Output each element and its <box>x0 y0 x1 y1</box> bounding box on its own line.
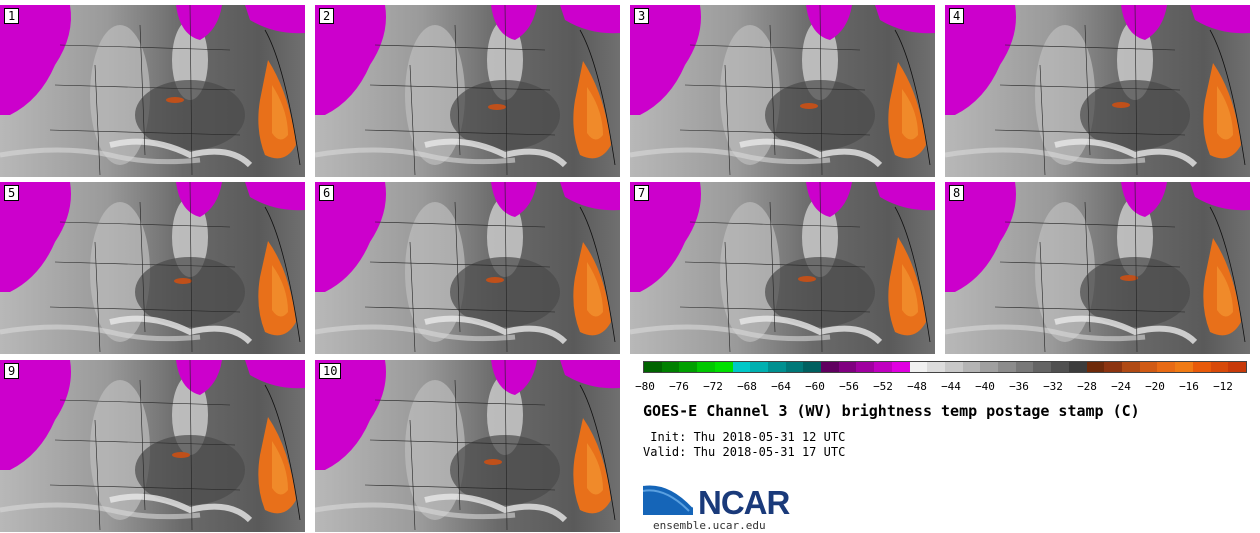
colorbar-swatch <box>944 362 963 372</box>
map-panel: 8 <box>945 182 1250 354</box>
colorbar-swatch <box>1157 362 1176 372</box>
wv-map <box>0 5 305 177</box>
colorbar-swatch <box>998 362 1016 372</box>
colorbar-tick-label: −20 <box>1145 380 1165 393</box>
map-panel: 6 <box>315 182 620 354</box>
colorbar-tick-label: −64 <box>771 380 791 393</box>
colorbar-swatch <box>838 362 857 372</box>
colorbar-swatch <box>927 362 945 372</box>
colorbar-swatch <box>1228 362 1246 372</box>
colorbar-tick-label: −76 <box>669 380 689 393</box>
panel-number: 5 <box>4 185 20 201</box>
colorbar-swatch <box>874 362 892 372</box>
colorbar-swatch <box>1104 362 1122 372</box>
colorbar-tick-label: −28 <box>1077 380 1097 393</box>
colorbar-swatch <box>1210 362 1229 372</box>
wv-map <box>0 360 305 532</box>
wv-map <box>630 5 935 177</box>
wv-map <box>945 182 1250 354</box>
wv-map <box>945 5 1250 177</box>
map-panel: 3 <box>630 5 935 177</box>
colorbar-swatch <box>1192 362 1211 372</box>
colorbar-tick-label: −32 <box>1043 380 1063 393</box>
colorbar-tick-label: −52 <box>873 380 893 393</box>
colorbar-swatch <box>750 362 768 372</box>
wv-map <box>315 360 620 532</box>
colorbar-swatch <box>1051 362 1069 372</box>
colorbar-swatch <box>679 362 698 372</box>
colorbar-swatch <box>1086 362 1105 372</box>
colorbar-swatch <box>1175 362 1193 372</box>
wv-map <box>0 182 305 354</box>
colorbar <box>643 361 1247 373</box>
colorbar-tick-label: −44 <box>941 380 961 393</box>
colorbar-swatch <box>644 362 662 372</box>
map-panel: 7 <box>630 182 935 354</box>
colorbar-swatch <box>785 362 804 372</box>
wv-map <box>315 182 620 354</box>
map-panel: 5 <box>0 182 305 354</box>
colorbar-tick-label: −36 <box>1009 380 1029 393</box>
panel-number: 1 <box>4 8 20 24</box>
wv-map <box>315 5 620 177</box>
map-panel: 10 <box>315 360 620 532</box>
colorbar-tick-label: −24 <box>1111 380 1131 393</box>
colorbar-tick-label: −60 <box>805 380 825 393</box>
map-panel: 4 <box>945 5 1250 177</box>
colorbar-swatch <box>1015 362 1034 372</box>
panel-number: 3 <box>634 8 650 24</box>
colorbar-swatch <box>891 362 910 372</box>
map-panel: 9 <box>0 360 305 532</box>
colorbar-tick-label: −68 <box>737 380 757 393</box>
map-panel: 2 <box>315 5 620 177</box>
colorbar-tick-label: −12 <box>1213 380 1233 393</box>
colorbar-swatch <box>962 362 981 372</box>
colorbar-swatch <box>909 362 928 372</box>
panel-number: 6 <box>319 185 335 201</box>
colorbar-tick-label: −16 <box>1179 380 1199 393</box>
colorbar-tick-label: −56 <box>839 380 859 393</box>
colorbar-swatch <box>803 362 822 372</box>
colorbar-swatch <box>1033 362 1052 372</box>
colorbar-tick-label: −48 <box>907 380 927 393</box>
colorbar-swatch <box>1121 362 1140 372</box>
colorbar-swatch <box>697 362 715 372</box>
panel-number: 9 <box>4 363 20 379</box>
panel-number: 10 <box>319 363 342 379</box>
wv-map <box>630 182 935 354</box>
init-time: Init: Thu 2018-05-31 12 UTC <box>643 430 846 444</box>
panel-number: 4 <box>949 8 965 24</box>
colorbar-swatch <box>714 362 733 372</box>
panel-number: 7 <box>634 185 650 201</box>
colorbar-swatch <box>661 362 680 372</box>
colorbar-swatch <box>1068 362 1087 372</box>
colorbar-tick-label: −80 <box>635 380 655 393</box>
colorbar-swatch <box>1139 362 1158 372</box>
valid-time: Valid: Thu 2018-05-31 17 UTC <box>643 445 846 459</box>
map-panel: 1 <box>0 5 305 177</box>
colorbar-swatch <box>856 362 875 372</box>
panel-number: 2 <box>319 8 335 24</box>
panel-number: 8 <box>949 185 965 201</box>
figure-title: GOES-E Channel 3 (WV) brightness temp po… <box>643 402 1140 420</box>
colorbar-swatch <box>767 362 786 372</box>
colorbar-swatch <box>980 362 999 372</box>
colorbar-tick-label: −72 <box>703 380 723 393</box>
colorbar-swatch <box>732 362 751 372</box>
colorbar-tick-label: −40 <box>975 380 995 393</box>
colorbar-swatch <box>821 362 839 372</box>
ncar-logo-text: NCAR <box>698 484 790 521</box>
site-url: ensemble.ucar.edu <box>653 519 766 532</box>
ncar-logo-icon <box>643 483 694 515</box>
